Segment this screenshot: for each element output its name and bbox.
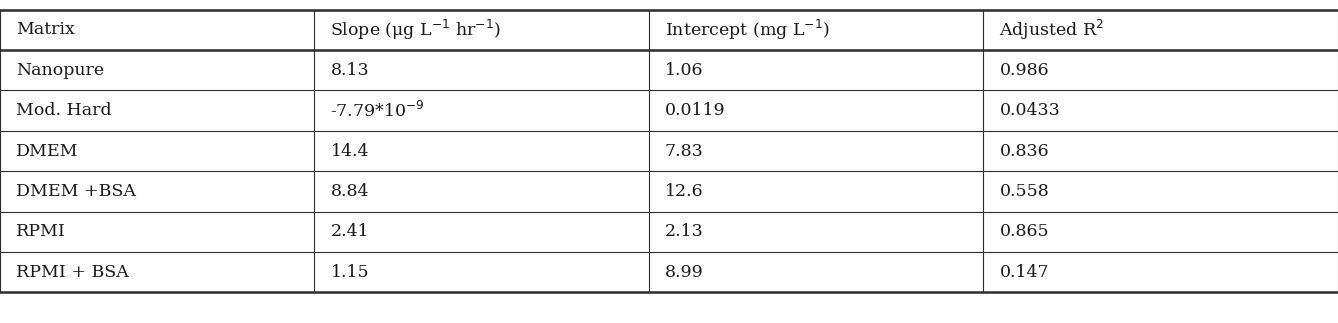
Text: 2.41: 2.41: [330, 223, 369, 240]
Text: Mod. Hard: Mod. Hard: [16, 102, 111, 119]
Text: RPMI + BSA: RPMI + BSA: [16, 264, 128, 281]
Text: Matrix: Matrix: [16, 21, 75, 38]
Text: 0.558: 0.558: [999, 183, 1049, 200]
Text: 0.147: 0.147: [999, 264, 1049, 281]
Text: 1.15: 1.15: [330, 264, 369, 281]
Text: 14.4: 14.4: [330, 142, 369, 160]
Text: Adjusted R$^2$: Adjusted R$^2$: [999, 18, 1104, 42]
Text: 8.13: 8.13: [330, 62, 369, 79]
Text: Slope (μg L$^{-1}$ hr$^{-1}$): Slope (μg L$^{-1}$ hr$^{-1}$): [330, 18, 502, 42]
Text: 0.0119: 0.0119: [665, 102, 725, 119]
Text: 0.836: 0.836: [999, 142, 1049, 160]
Text: -7.79*10$^{-9}$: -7.79*10$^{-9}$: [330, 100, 425, 121]
Text: DMEM: DMEM: [16, 142, 79, 160]
Text: 0.865: 0.865: [999, 223, 1049, 240]
Text: 12.6: 12.6: [665, 183, 704, 200]
Text: DMEM +BSA: DMEM +BSA: [16, 183, 136, 200]
Text: 0.0433: 0.0433: [999, 102, 1060, 119]
Text: 8.84: 8.84: [330, 183, 369, 200]
Text: RPMI: RPMI: [16, 223, 66, 240]
Text: Nanopure: Nanopure: [16, 62, 104, 79]
Text: Intercept (mg L$^{-1}$): Intercept (mg L$^{-1}$): [665, 18, 830, 42]
Text: 1.06: 1.06: [665, 62, 704, 79]
Text: 8.99: 8.99: [665, 264, 704, 281]
Text: 0.986: 0.986: [999, 62, 1049, 79]
Text: 2.13: 2.13: [665, 223, 704, 240]
Text: 7.83: 7.83: [665, 142, 704, 160]
